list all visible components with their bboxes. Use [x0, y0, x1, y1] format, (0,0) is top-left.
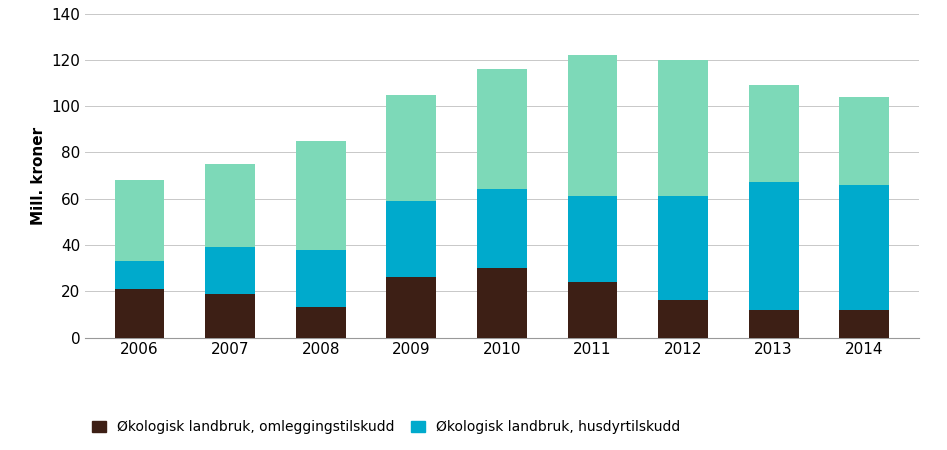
Bar — [567, 196, 617, 282]
Bar — [839, 185, 889, 310]
Bar — [658, 301, 708, 338]
Bar — [386, 277, 437, 338]
Bar — [567, 282, 617, 338]
Bar — [477, 69, 527, 189]
Bar — [115, 289, 165, 338]
Bar — [115, 180, 165, 261]
Bar — [839, 97, 889, 185]
Bar — [205, 293, 255, 338]
Bar — [386, 201, 437, 277]
Y-axis label: Mill. kroner: Mill. kroner — [31, 126, 46, 225]
Bar — [295, 250, 346, 307]
Bar — [477, 189, 527, 268]
Bar — [115, 261, 165, 289]
Bar — [658, 196, 708, 301]
Bar — [205, 164, 255, 247]
Bar — [205, 247, 255, 293]
Bar — [658, 60, 708, 196]
Bar — [749, 85, 798, 182]
Bar — [749, 310, 798, 338]
Bar — [567, 55, 617, 196]
Bar — [295, 141, 346, 250]
Bar — [295, 307, 346, 338]
Bar — [386, 94, 437, 201]
Bar — [839, 310, 889, 338]
Bar — [477, 268, 527, 338]
Bar — [749, 182, 798, 310]
